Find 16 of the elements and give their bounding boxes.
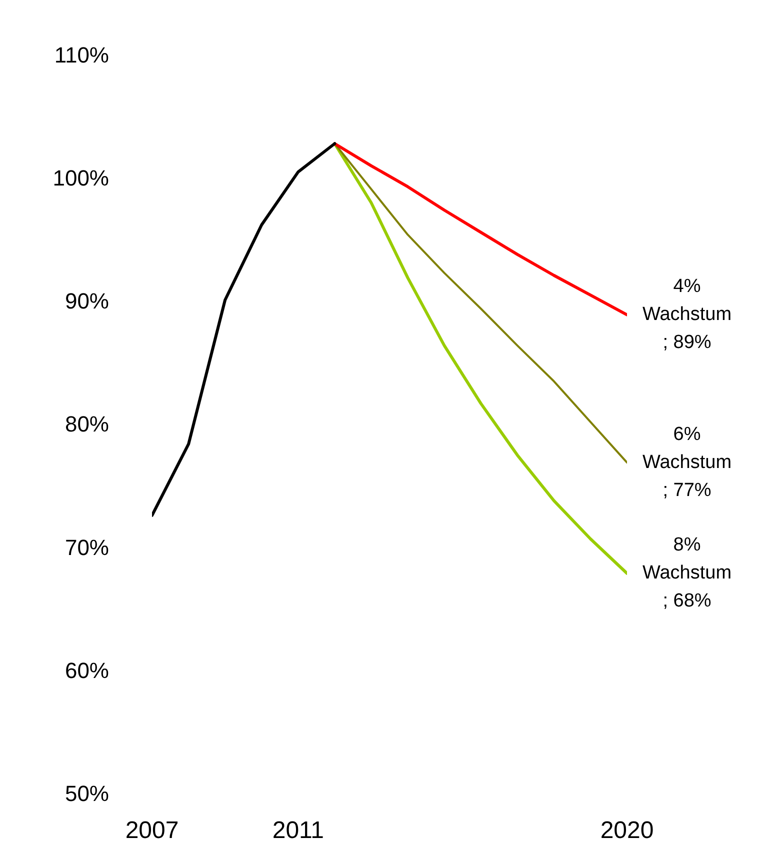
y-tick-label: 70% — [64, 534, 109, 560]
data-label: ; 77% — [662, 480, 712, 501]
x-tick-label: 2011 — [272, 817, 324, 844]
series-label: 8% Wachstum — [642, 534, 732, 584]
data-label: ; 68% — [662, 590, 712, 612]
x-tick-label: 2020 — [600, 817, 654, 844]
data-label: ; 89% — [662, 332, 712, 354]
series-label: 4% Wachstum — [642, 276, 732, 326]
y-tick-label: 100% — [52, 165, 109, 190]
y-tick-label: 90% — [64, 288, 109, 314]
y-tick-label: 50% — [64, 781, 109, 806]
series-label: 6% Wachstum — [642, 424, 732, 473]
y-tick-label: 80% — [64, 412, 109, 437]
x-tick-label: 2007 — [125, 817, 179, 844]
y-tick-label: 60% — [64, 658, 109, 683]
y-tick-label: 110% — [54, 42, 109, 68]
